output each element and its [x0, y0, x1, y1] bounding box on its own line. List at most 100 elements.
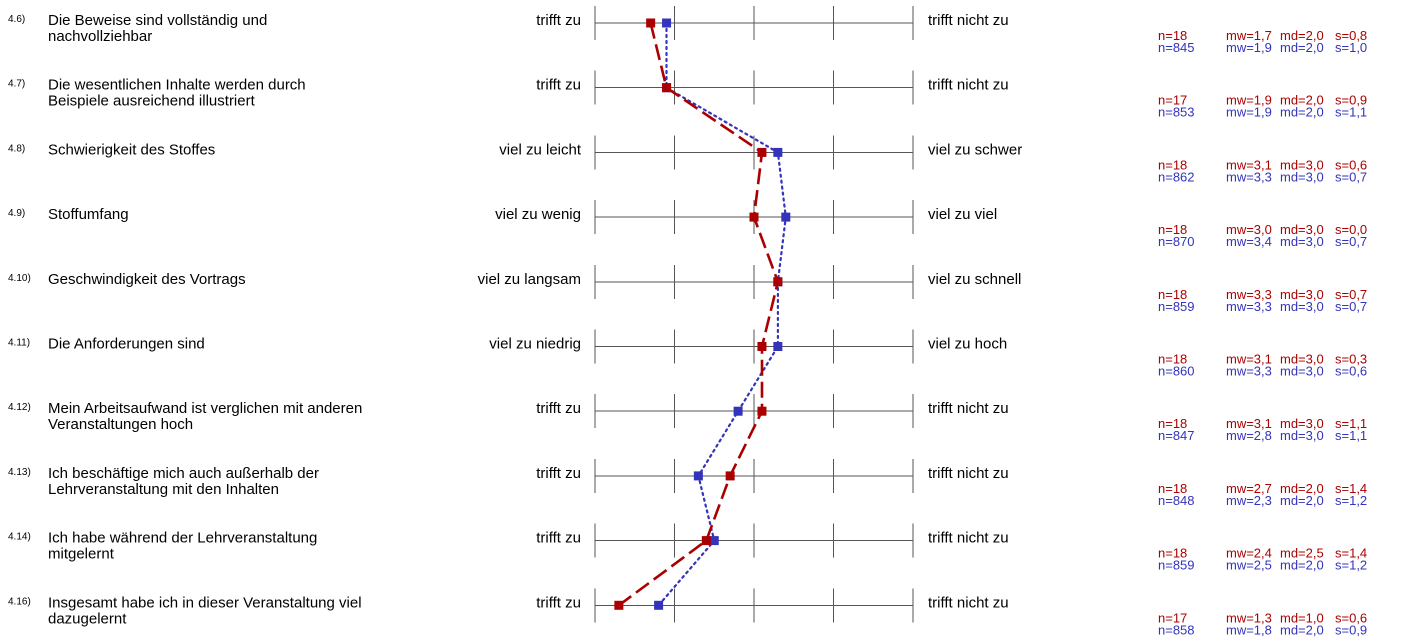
stat-mean: mw=1,8 — [1226, 622, 1272, 637]
item-question-text: Insgesamt habe ich in dieser Veranstaltu… — [48, 594, 362, 611]
item-question-text: Schwierigkeit des Stoffes — [48, 141, 215, 158]
item-question-text: Stoffumfang — [48, 206, 129, 223]
stat-mean: mw=3,0 — [1226, 222, 1272, 237]
stat-median: md=2,0 — [1280, 622, 1324, 637]
stat-median: md=2,0 — [1280, 93, 1324, 108]
stat-n: n=859 — [1158, 558, 1195, 573]
stat-median: md=3,0 — [1280, 428, 1324, 443]
stat-sd: s=0,7 — [1335, 287, 1367, 302]
item-number: 4.11) — [8, 338, 30, 349]
stat-median: md=3,0 — [1280, 287, 1324, 302]
item-question-text: Die Beweise sind vollständig und — [48, 12, 267, 29]
left-pole-label: trifft zu — [536, 465, 581, 482]
profile-lines — [618, 21, 787, 607]
stat-n: n=845 — [1158, 40, 1195, 55]
item-rows: 4.6) Die Beweise sind vollständig undnach… — [8, 6, 1367, 637]
course-marker — [757, 406, 767, 416]
item-question-text: Ich habe während der Lehrveranstaltung — [48, 530, 317, 547]
stat-median: md=2,0 — [1280, 28, 1324, 43]
stat-sd: s=0,9 — [1335, 622, 1367, 637]
right-pole-label: viel zu schwer — [928, 141, 1022, 158]
item-row: 4.13) Ich beschäftige mich auch außerhalb… — [8, 458, 1367, 508]
item-row: 4.16) Insgesamt habe ich in dieser Verans… — [8, 588, 1367, 637]
stat-n: n=18 — [1158, 157, 1187, 172]
stat-sd: s=1,1 — [1335, 428, 1367, 443]
stat-mean: mw=2,7 — [1226, 481, 1272, 496]
item-number: 4.16) — [8, 596, 31, 607]
course-marker — [614, 600, 624, 610]
stat-sd: s=0,6 — [1335, 157, 1367, 172]
right-pole-label: viel zu viel — [928, 206, 997, 223]
stat-mean: mw=1,9 — [1226, 40, 1272, 55]
course-profile-line — [618, 22, 780, 607]
stat-mean: mw=3,3 — [1226, 169, 1272, 184]
stat-mean: mw=1,9 — [1226, 105, 1272, 120]
left-pole-label: trifft zu — [536, 400, 581, 417]
stat-n: n=853 — [1158, 105, 1195, 120]
item-row: 4.8) Schwierigkeit des Stoffes viel zu lei… — [8, 135, 1367, 184]
item-question-text: Mein Arbeitsaufwand ist verglichen mit a… — [48, 400, 362, 417]
item-row: 4.10) Geschwindigkeit des Vortrags viel zu… — [8, 264, 1367, 314]
item-question-text: nachvollziehbar — [48, 28, 152, 45]
reference-marker — [654, 600, 664, 610]
stat-sd: s=1,2 — [1335, 558, 1367, 573]
right-pole-label: trifft nicht zu — [928, 594, 1009, 611]
item-row: 4.6) Die Beweise sind vollständig undnach… — [8, 6, 1367, 55]
item-question-text: Die Anforderungen sind — [48, 336, 205, 353]
stat-mean: mw=1,3 — [1226, 610, 1272, 625]
stat-n: n=17 — [1158, 610, 1187, 625]
course-marker — [701, 536, 711, 546]
stat-median: md=2,0 — [1280, 481, 1324, 496]
left-pole-label: viel zu leicht — [499, 141, 582, 158]
item-question-text: Die wesentlichen Inhalte werden durch — [48, 77, 306, 94]
reference-marker — [773, 147, 783, 157]
right-pole-label: trifft nicht zu — [928, 12, 1009, 29]
item-number: 4.13) — [8, 467, 31, 478]
reference-marker — [733, 406, 743, 416]
stat-n: n=870 — [1158, 234, 1195, 249]
left-pole-label: trifft zu — [536, 12, 581, 29]
item-row: 4.9) Stoffumfang viel zu wenig viel zu viel… — [8, 200, 1367, 249]
item-question-text: Ich beschäftige mich auch außerhalb der — [48, 465, 319, 482]
right-pole-label: trifft nicht zu — [928, 530, 1009, 547]
stat-n: n=18 — [1158, 287, 1187, 302]
stat-n: n=18 — [1158, 481, 1187, 496]
course-marker — [646, 18, 656, 28]
reference-marker — [709, 536, 719, 546]
stat-median: md=3,0 — [1280, 299, 1324, 314]
right-pole-label: viel zu schnell — [928, 271, 1021, 288]
reference-marker — [693, 471, 703, 481]
left-pole-label: trifft zu — [536, 594, 581, 611]
item-question-text: Geschwindigkeit des Vortrags — [48, 271, 246, 288]
reference-profile-line — [657, 21, 787, 607]
stat-n: n=859 — [1158, 299, 1195, 314]
profile-markers — [614, 18, 791, 610]
stat-sd: s=0,6 — [1335, 610, 1367, 625]
stat-mean: mw=2,4 — [1226, 546, 1272, 561]
stat-n: n=18 — [1158, 28, 1187, 43]
item-row: 4.11) Die Anforderungen sind viel zu niedr… — [8, 329, 1367, 379]
item-question-text: Beispiele ausreichend illustriert — [48, 93, 256, 110]
course-marker — [662, 83, 672, 93]
stat-mean: mw=2,3 — [1226, 493, 1272, 508]
course-marker — [749, 212, 759, 222]
stat-sd: s=1,1 — [1335, 105, 1367, 120]
stat-sd: s=0,6 — [1335, 364, 1367, 379]
item-number: 4.14) — [8, 532, 31, 543]
left-pole-label: trifft zu — [536, 77, 581, 94]
item-row: 4.12) Mein Arbeitsaufwand ist verglichen … — [8, 394, 1367, 443]
stat-mean: mw=3,4 — [1226, 234, 1272, 249]
item-number: 4.7) — [8, 79, 25, 90]
right-pole-label: trifft nicht zu — [928, 465, 1009, 482]
stat-median: md=2,5 — [1280, 546, 1324, 561]
course-marker — [757, 342, 767, 351]
course-marker — [757, 147, 767, 157]
stat-mean: mw=3,3 — [1226, 364, 1272, 379]
item-question-text: dazugelernt — [48, 610, 127, 627]
stat-n: n=18 — [1158, 352, 1187, 367]
stat-sd: s=1,0 — [1335, 40, 1367, 55]
item-row: 4.7) Die wesentlichen Inhalte werden durc… — [8, 70, 1367, 120]
item-question-text: Veranstaltungen hoch — [48, 416, 193, 433]
stat-mean: mw=2,5 — [1226, 558, 1272, 573]
